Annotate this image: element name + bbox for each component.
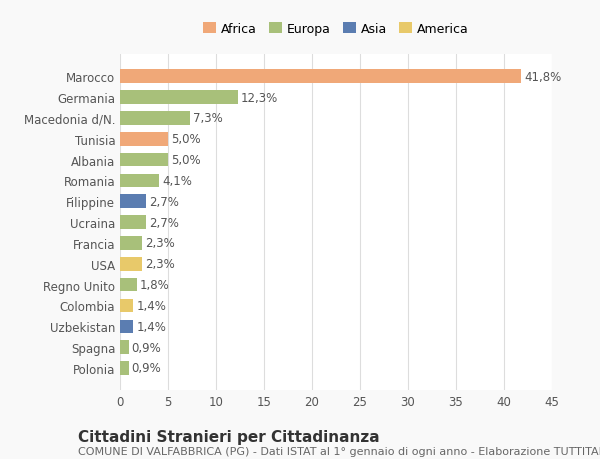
Text: 2,7%: 2,7%: [149, 196, 179, 208]
Bar: [120, 320, 133, 333]
Bar: [120, 70, 521, 84]
Bar: [120, 174, 160, 188]
Text: 1,4%: 1,4%: [136, 299, 166, 312]
Text: 4,1%: 4,1%: [162, 174, 192, 188]
Bar: [120, 91, 238, 105]
Text: 41,8%: 41,8%: [524, 71, 562, 84]
Legend: Africa, Europa, Asia, America: Africa, Europa, Asia, America: [199, 18, 473, 41]
Bar: [120, 257, 142, 271]
Text: COMUNE DI VALFABBRICA (PG) - Dati ISTAT al 1° gennaio di ogni anno - Elaborazion: COMUNE DI VALFABBRICA (PG) - Dati ISTAT …: [78, 446, 600, 456]
Text: 2,7%: 2,7%: [149, 216, 179, 229]
Text: 2,3%: 2,3%: [145, 257, 175, 271]
Text: 0,9%: 0,9%: [131, 362, 161, 375]
Bar: [120, 361, 128, 375]
Bar: [120, 153, 168, 167]
Text: 1,8%: 1,8%: [140, 279, 170, 291]
Text: 5,0%: 5,0%: [171, 154, 200, 167]
Bar: [120, 133, 168, 146]
Text: 5,0%: 5,0%: [171, 133, 200, 146]
Text: 7,3%: 7,3%: [193, 112, 223, 125]
Bar: [120, 237, 142, 250]
Bar: [120, 278, 137, 292]
Bar: [120, 195, 146, 208]
Text: 1,4%: 1,4%: [136, 320, 166, 333]
Bar: [120, 112, 190, 125]
Bar: [120, 299, 133, 313]
Text: Cittadini Stranieri per Cittadinanza: Cittadini Stranieri per Cittadinanza: [78, 429, 380, 444]
Bar: [120, 341, 128, 354]
Bar: [120, 216, 146, 230]
Text: 12,3%: 12,3%: [241, 91, 278, 104]
Text: 2,3%: 2,3%: [145, 237, 175, 250]
Text: 0,9%: 0,9%: [131, 341, 161, 354]
